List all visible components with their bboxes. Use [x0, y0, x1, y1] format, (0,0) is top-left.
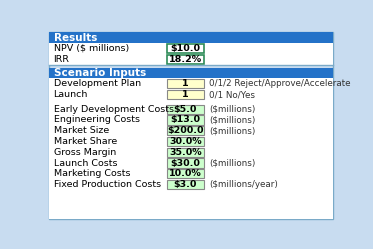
Text: 1: 1 [182, 79, 189, 88]
Text: 0/1/2 Reject/Approve/Accelerate: 0/1/2 Reject/Approve/Accelerate [209, 79, 351, 88]
Text: Fixed Production Costs: Fixed Production Costs [54, 180, 161, 189]
Text: Development Plan: Development Plan [54, 79, 141, 88]
Text: $3.0: $3.0 [174, 180, 197, 189]
Text: ($millions): ($millions) [209, 126, 256, 135]
Text: 30.0%: 30.0% [169, 137, 202, 146]
Text: Launch Costs: Launch Costs [54, 159, 117, 168]
FancyBboxPatch shape [167, 55, 204, 64]
FancyBboxPatch shape [49, 78, 333, 219]
Text: Market Share: Market Share [54, 137, 117, 146]
FancyBboxPatch shape [167, 148, 204, 157]
FancyBboxPatch shape [49, 32, 333, 43]
FancyBboxPatch shape [167, 90, 204, 99]
Text: 0/1 No/Yes: 0/1 No/Yes [209, 90, 256, 99]
FancyBboxPatch shape [49, 43, 333, 64]
FancyBboxPatch shape [167, 115, 204, 124]
Text: Market Size: Market Size [54, 126, 109, 135]
FancyBboxPatch shape [167, 158, 204, 168]
FancyBboxPatch shape [167, 137, 204, 146]
Text: IRR: IRR [54, 55, 70, 64]
FancyBboxPatch shape [167, 79, 204, 88]
Text: Marketing Costs: Marketing Costs [54, 169, 130, 178]
Text: ($millions): ($millions) [209, 105, 256, 114]
Text: NPV ($ millions): NPV ($ millions) [54, 44, 129, 53]
Text: 1: 1 [182, 90, 189, 99]
Text: $13.0: $13.0 [170, 116, 200, 124]
FancyBboxPatch shape [167, 180, 204, 189]
Text: ($millions): ($millions) [209, 116, 256, 124]
Text: Results: Results [54, 33, 97, 43]
Text: Early Development Costs: Early Development Costs [54, 105, 173, 114]
FancyBboxPatch shape [167, 126, 204, 135]
Text: Launch: Launch [54, 90, 88, 99]
Text: 18.2%: 18.2% [169, 55, 202, 64]
Text: Engineering Costs: Engineering Costs [54, 116, 140, 124]
Text: 10.0%: 10.0% [169, 169, 202, 178]
Text: $30.0: $30.0 [170, 159, 200, 168]
Text: $10.0: $10.0 [170, 44, 200, 53]
FancyBboxPatch shape [167, 44, 204, 53]
FancyBboxPatch shape [49, 32, 333, 219]
Text: ($millions/year): ($millions/year) [209, 180, 278, 189]
FancyBboxPatch shape [49, 68, 333, 78]
Text: Scenario Inputs: Scenario Inputs [54, 68, 146, 78]
Text: 35.0%: 35.0% [169, 148, 202, 157]
Text: ($millions): ($millions) [209, 159, 256, 168]
Text: Gross Margin: Gross Margin [54, 148, 116, 157]
Text: $200.0: $200.0 [167, 126, 204, 135]
Text: $5.0: $5.0 [174, 105, 197, 114]
FancyBboxPatch shape [167, 105, 204, 114]
FancyBboxPatch shape [167, 169, 204, 179]
